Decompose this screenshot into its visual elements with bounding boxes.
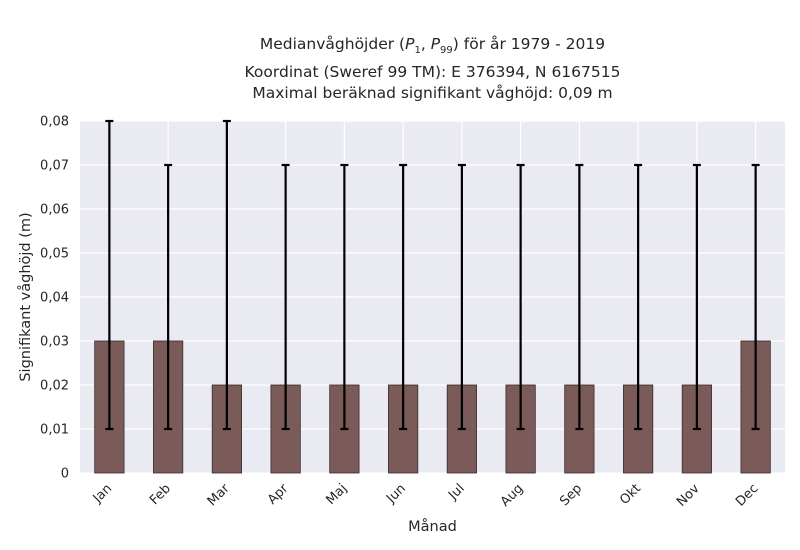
x-tick-label: Dec [733,481,761,509]
x-tick-label: Jul [445,481,467,503]
x-tick-label: Feb [147,481,174,508]
y-tick-label: 0,03 [40,335,69,350]
x-tick-label: Maj [323,481,350,508]
x-tick-label: Aug [498,481,527,510]
y-tick-label: 0,05 [40,247,69,262]
x-tick-label: Okt [617,481,644,508]
y-tick-label: 0 [61,467,69,482]
x-tick-label: Apr [265,481,292,508]
x-tick-label: Mar [205,481,233,509]
x-tick-labels: Jan Feb Mar Apr Maj Jun Jul Aug Sep Okt Nov Dec [90,481,762,510]
x-tick-label: Nov [674,481,703,510]
title-p1-subscript: 1 [414,45,421,57]
title-suffix: ) för år 1979 - 2019 [452,35,606,53]
y-tick-label: 0,06 [40,203,69,218]
x-axis-label: Månad [408,518,457,535]
y-tick-label: 0,02 [40,379,69,394]
error-bars [105,119,760,431]
title-p99-subscript: 99 [440,45,453,57]
x-tick-label: Jan [90,481,115,506]
title-prefix: Medianvåghöjder ( [259,35,406,53]
y-tick-label: 0,01 [40,423,69,438]
y-axis-label: Signifikant våghöjd (m) [17,212,34,381]
title-p99-symbol: P [430,35,441,53]
y-tick-label: 0,07 [40,159,69,174]
x-tick-label: Sep [557,481,585,509]
y-tick-labels: 0 0,01 0,02 0,03 0,04 0,05 0,06 0,07 0,08 [40,115,69,482]
chart-title: Medianvåghöjder (P1, P99) för år 1979 - … [80,34,785,62]
chart-subtitle-coordinate: Koordinat (Sweref 99 TM): E 376394, N 61… [244,62,621,81]
chart-title-block: Medianvåghöjder (P1, P99) för år 1979 - … [80,34,785,105]
y-tick-label: 0,04 [40,291,69,306]
chart-subtitle-max-height: Maximal beräknad signifikant våghöjd: 0,… [252,84,613,103]
title-separator: , [420,35,431,53]
y-tick-label: 0,08 [40,115,69,130]
title-p1-symbol: P [405,35,415,53]
x-tick-label: Jun [383,481,409,507]
